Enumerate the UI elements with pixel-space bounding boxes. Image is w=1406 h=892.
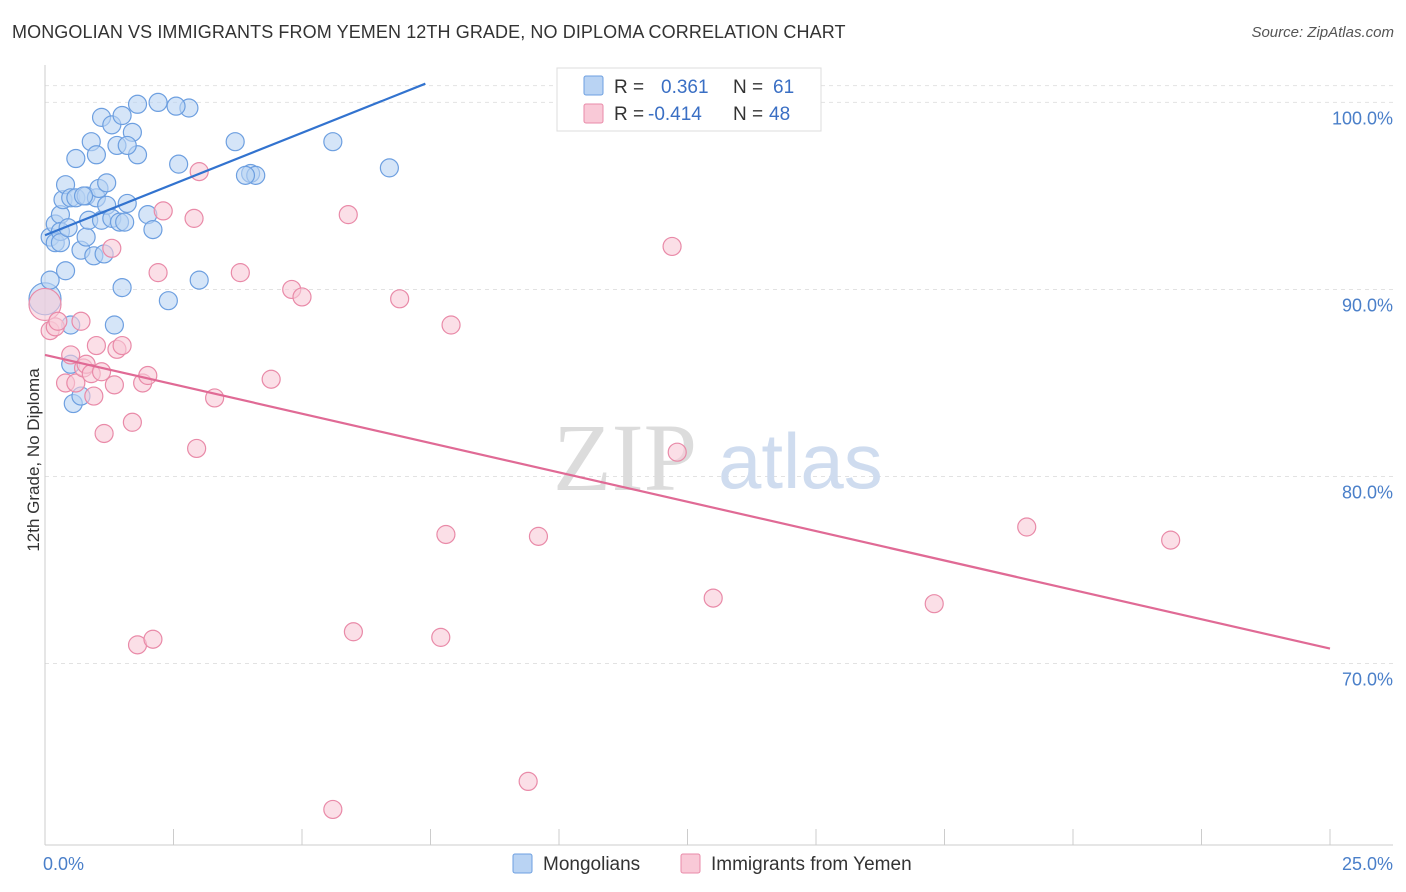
y-tick-label: 100.0%	[1332, 108, 1393, 128]
mongolians-point	[115, 212, 135, 232]
legend-n-label-2: N =	[733, 104, 763, 125]
series-legend-label-yemen: Immigrants from Yemen	[711, 854, 912, 875]
legend-n-label-1: N =	[733, 77, 763, 98]
yemen-point	[323, 799, 343, 820]
yemen-point	[187, 438, 207, 459]
watermark: ZIP atlas	[553, 404, 883, 511]
yemen-point	[1017, 517, 1037, 537]
legend-r-value-2: -0.414	[648, 104, 702, 125]
mongolians-trendline	[44, 82, 426, 237]
mongolians-point	[189, 270, 209, 290]
x-tick-label: 0.0%	[43, 854, 84, 874]
yemen-point	[71, 311, 91, 331]
yemen-point	[343, 622, 363, 642]
series-legend-label-mongolians: Mongolians	[543, 854, 640, 875]
mongolians-point	[40, 270, 60, 290]
y-tick-labels: 70.0% 80.0% 90.0% 100.0%	[1332, 108, 1393, 689]
mongolians-point	[112, 277, 132, 298]
y-axis-label: 12th Grade, No Diploma	[24, 368, 43, 552]
mongolians-point	[55, 261, 76, 281]
mongolians-point	[86, 145, 107, 165]
yemen-point	[230, 263, 250, 283]
yemen-point	[153, 201, 173, 221]
legend-n-value-1: 61	[773, 77, 794, 98]
yemen-point	[436, 524, 456, 545]
series-legend: Mongolians Immigrants from Yemen	[512, 853, 912, 875]
y-tick-label: 90.0%	[1342, 295, 1393, 315]
mongolians-point	[73, 186, 94, 206]
mongolians-point	[104, 315, 124, 335]
mongolians-point	[225, 132, 245, 152]
mongolians-point	[76, 227, 96, 247]
mongolians-point	[127, 94, 148, 114]
yemen-point	[138, 365, 158, 386]
legend-n-value-2: 48	[769, 104, 790, 125]
mongolians-point	[148, 92, 168, 113]
mongolians-point	[112, 105, 132, 126]
yemen-point	[528, 526, 549, 546]
yemen-point	[431, 627, 451, 647]
yemen-point	[28, 287, 62, 322]
yemen-point	[184, 208, 204, 228]
y-tick-label: 70.0%	[1342, 670, 1393, 690]
yemen-point	[292, 287, 312, 307]
yemen-point	[390, 289, 410, 309]
watermark-atlas: atlas	[718, 417, 883, 505]
y-tick-label: 80.0%	[1342, 483, 1393, 503]
legend-r-label-1: R =	[614, 77, 644, 98]
legend-swatch-blue	[583, 75, 604, 96]
mongolians-point	[169, 154, 189, 174]
yemen-point	[662, 236, 682, 257]
mongolians-point	[323, 132, 343, 152]
chart-title: MONGOLIAN VS IMMIGRANTS FROM YEMEN 12TH …	[12, 22, 846, 42]
series-legend-swatch-mongolians	[512, 853, 533, 874]
legend-swatch-pink	[583, 103, 604, 124]
legend-r-value-1: 0.361	[661, 77, 709, 98]
yemen-point	[261, 369, 281, 389]
yemen-point	[66, 373, 86, 393]
stats-legend: R = 0.361 N = 61 R = -0.414 N = 48	[556, 67, 822, 132]
x-tick-label: 25.0%	[1342, 854, 1393, 874]
yemen-trendline	[44, 353, 1331, 650]
mongolians-point	[66, 148, 86, 169]
yemen-point	[84, 386, 104, 406]
yemen-point	[518, 771, 538, 792]
series-yemen-points	[28, 162, 1181, 820]
yemen-point	[104, 375, 124, 395]
mongolians-point	[117, 135, 137, 156]
mongolians-point	[379, 158, 399, 178]
yemen-point	[148, 263, 168, 283]
chart-source: Source: ZipAtlas.com	[1251, 24, 1394, 41]
yemen-point	[48, 311, 68, 331]
yemen-point	[94, 423, 114, 444]
yemen-point	[338, 205, 358, 225]
series-legend-swatch-yemen	[680, 853, 701, 874]
x-tick-labels: 0.0% 25.0%	[43, 854, 1393, 874]
mongolians-point	[158, 291, 178, 311]
trendlines	[44, 82, 1331, 650]
mongolians-point	[97, 173, 117, 193]
yemen-point	[143, 629, 163, 649]
yemen-point	[86, 335, 107, 356]
mongolians-point	[50, 233, 71, 253]
mongolians-point	[166, 96, 186, 116]
yemen-point	[924, 594, 944, 614]
legend-r-label-2: R =	[614, 104, 644, 125]
yemen-point	[102, 238, 122, 258]
yemen-point	[667, 442, 687, 462]
yemen-point	[441, 315, 461, 335]
mongolians-point	[235, 165, 256, 185]
axes	[44, 65, 1393, 846]
yemen-point	[703, 588, 723, 608]
yemen-point	[122, 412, 142, 432]
yemen-point	[112, 335, 132, 356]
yemen-point	[1161, 530, 1181, 550]
mongolians-point	[143, 220, 163, 240]
